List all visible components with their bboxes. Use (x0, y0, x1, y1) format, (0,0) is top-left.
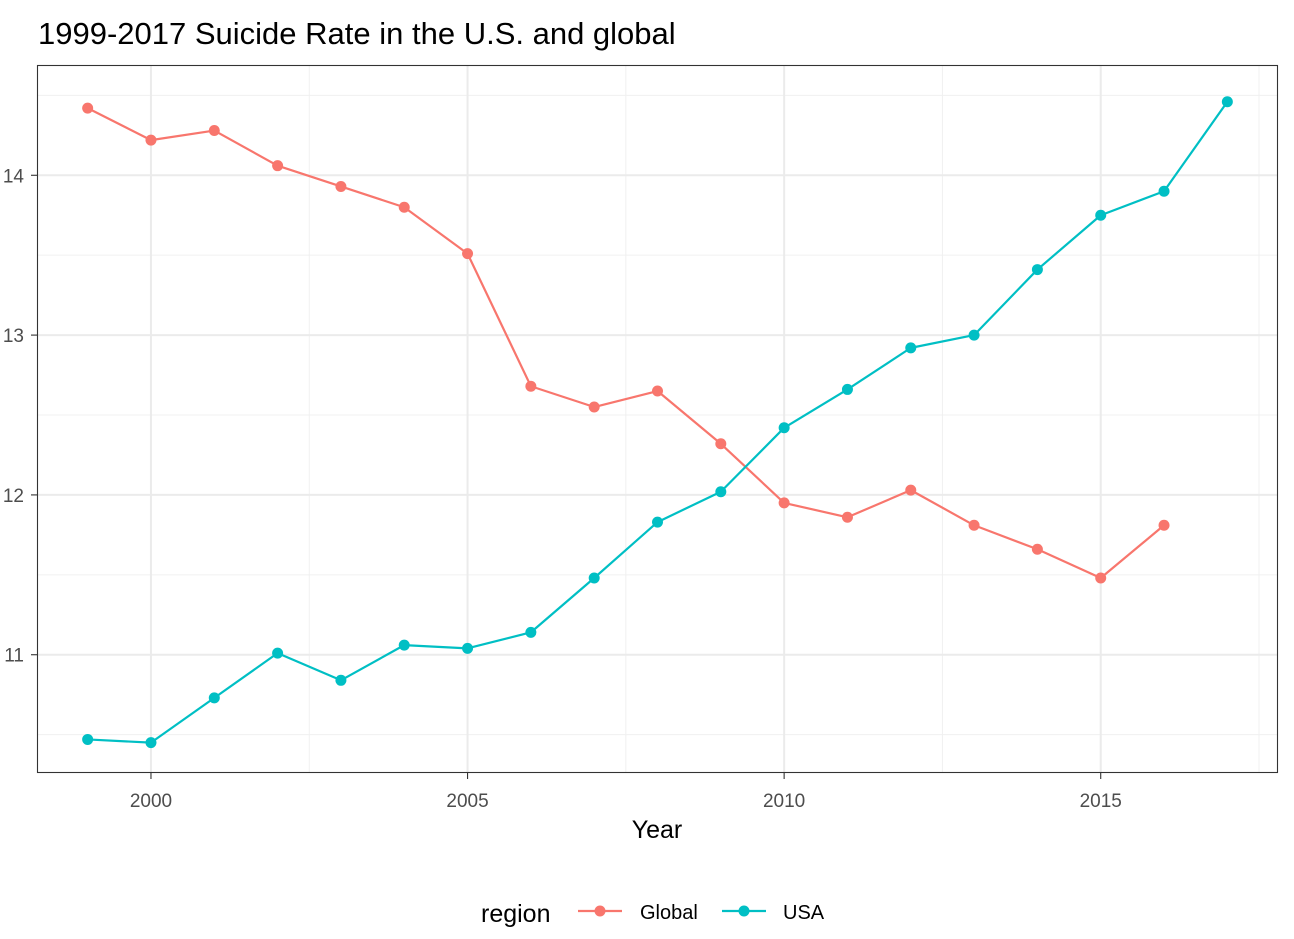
data-point-usa (1158, 185, 1170, 197)
data-point-usa (778, 422, 790, 434)
data-point-usa (1095, 209, 1107, 221)
chart-title: 1999-2017 Suicide Rate in the U.S. and g… (38, 16, 676, 51)
data-point-usa (715, 486, 727, 498)
data-point-global (905, 484, 917, 496)
data-point-global (208, 125, 220, 137)
y-tick-label: 13 (3, 326, 24, 347)
data-point-usa (905, 342, 917, 354)
x-tick-label: 2005 (446, 791, 488, 812)
data-point-global (1158, 519, 1170, 531)
data-point-usa (398, 639, 410, 651)
data-point-global (652, 385, 663, 397)
data-point-usa (272, 647, 284, 659)
data-point-global (1031, 543, 1043, 555)
plot-panel (37, 65, 1278, 773)
data-point-usa (588, 572, 600, 584)
data-point-global (968, 519, 980, 531)
x-tick-label: 2010 (763, 791, 805, 812)
legend-title: region (481, 900, 551, 928)
data-point-usa (462, 642, 474, 654)
data-point-global (778, 497, 790, 509)
data-point-global (1095, 572, 1107, 584)
x-tick-label: 2015 (1080, 791, 1122, 812)
data-point-usa (145, 737, 157, 749)
data-point-usa (1221, 96, 1233, 108)
legend-label-global: Global (640, 902, 698, 924)
data-point-usa (968, 329, 980, 341)
x-axis-title: Year (632, 816, 683, 844)
y-tick-label: 14 (3, 166, 25, 187)
data-point-global (525, 380, 537, 392)
data-point-global (398, 201, 410, 213)
data-point-usa (208, 692, 220, 704)
data-point-usa (82, 733, 94, 745)
data-point-usa (652, 516, 663, 528)
legend-key-point-global (594, 905, 606, 917)
data-point-global (335, 180, 347, 192)
data-point-global (462, 248, 474, 260)
data-point-global (588, 401, 600, 413)
data-point-global (715, 438, 727, 450)
data-point-usa (335, 674, 347, 686)
y-tick-label: 11 (4, 646, 24, 667)
legend-key-point-usa (738, 905, 750, 917)
legend: region Global USA (481, 900, 825, 928)
data-point-global (272, 160, 284, 172)
legend-label-usa: USA (783, 902, 825, 924)
data-point-usa (525, 626, 537, 638)
panel-border (36, 64, 1279, 774)
data-point-global (145, 134, 157, 146)
data-point-usa (1031, 264, 1043, 276)
series-line-global (87, 107, 1165, 580)
y-tick-label: 12 (3, 486, 24, 507)
x-tick-label: 2000 (130, 791, 172, 812)
data-point-usa (841, 383, 853, 395)
data-point-global (82, 102, 94, 114)
data-point-global (841, 511, 853, 523)
